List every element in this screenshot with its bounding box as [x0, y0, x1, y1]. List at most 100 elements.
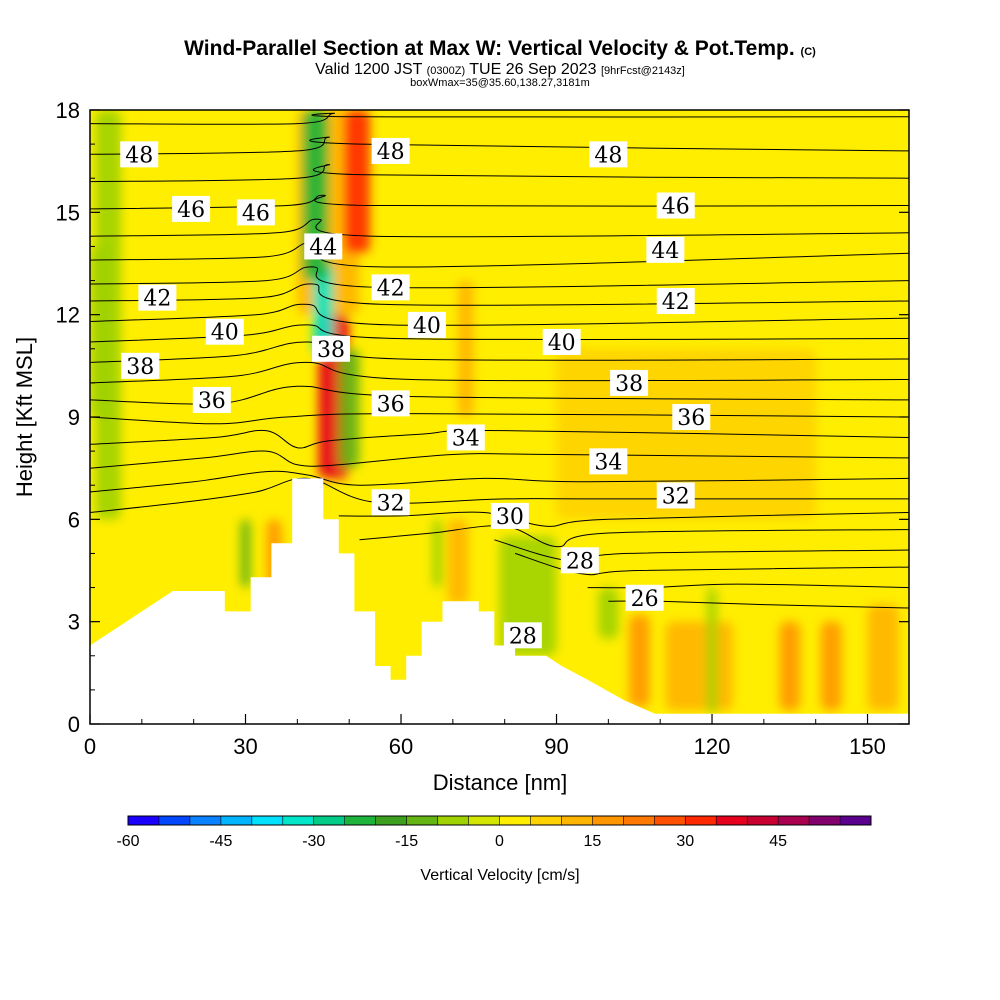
contour-label: 46 [662, 195, 690, 220]
contour-label: 32 [377, 491, 405, 516]
colorbar-swatch [313, 816, 346, 825]
contour-label: 48 [594, 143, 622, 168]
contour-label-bg [656, 288, 695, 315]
colorbar-swatch [220, 816, 253, 825]
box-wmax-info: boxWmax=35@35.60,138.27,3181m [410, 77, 590, 89]
contour-label-bg [304, 233, 343, 260]
velocity-cell [820, 621, 842, 711]
contour-label-bg [672, 404, 711, 430]
colorbar-swatch [437, 816, 470, 825]
y-tick-label: 3 [68, 610, 80, 635]
contour-label: 48 [125, 143, 153, 168]
isentrope-35 [90, 429, 909, 449]
chart-title: Wind-Parallel Section at Max W: Vertical… [184, 37, 816, 60]
isentrope-29 [494, 539, 909, 562]
forecast-info: [9hrFcst@2143z] [600, 65, 685, 77]
contour-label: 46 [177, 198, 205, 223]
colorbar-swatch [654, 816, 686, 825]
contour-label: 36 [377, 392, 405, 417]
x-axis-label: Distance [nm] [433, 770, 568, 795]
colorbar-swatch [251, 816, 284, 825]
contour-label-bg [560, 547, 599, 574]
colorbar-swatch [406, 816, 439, 825]
colorbar-tick-label: -45 [209, 833, 232, 850]
contour-label: 34 [452, 426, 480, 451]
velocity-cell [240, 519, 251, 588]
contour-label-bg [407, 311, 446, 338]
contour-label: 42 [377, 276, 405, 301]
contour-label-bg [236, 199, 275, 226]
contour-label-bg [371, 390, 410, 417]
isentrope-48 [90, 136, 909, 155]
colorbar-tick-label: 45 [769, 833, 787, 850]
contour-label-bg [610, 369, 649, 396]
colorbar-swatch [716, 816, 748, 825]
colorbar-swatch [809, 816, 841, 825]
copyright-mark: (C) [800, 46, 816, 58]
contour-label-bg [656, 482, 695, 509]
contour-label-bg [371, 274, 410, 301]
isentrope-47 [90, 164, 909, 183]
y-tick-label: 12 [56, 303, 80, 328]
colorbar-swatch [468, 816, 500, 825]
contour-label: 28 [509, 624, 537, 649]
isentrope-38 [90, 361, 909, 384]
colorbar-tick-label: -30 [302, 833, 325, 850]
contour-label-bg [503, 622, 542, 649]
terrain [90, 478, 909, 724]
x-tick-label: 120 [694, 734, 731, 759]
colorbar-swatch [282, 816, 315, 825]
x-tick-label: 60 [389, 734, 413, 759]
isentrope-41 [90, 303, 909, 326]
isentrope-45 [90, 218, 909, 238]
x-tick-label: 0 [84, 734, 96, 759]
contour-label-bg [205, 318, 244, 345]
velocity-cell [665, 621, 733, 711]
contour-label: 30 [496, 505, 524, 530]
colorbar-swatch [128, 816, 160, 825]
colorbar-swatch [344, 816, 377, 825]
contour-label-bg [589, 448, 628, 475]
isentrope-34 [90, 450, 909, 469]
colorbar-swatch [623, 816, 655, 825]
velocity-cell [338, 348, 360, 469]
velocity-cell [629, 614, 650, 707]
contour-label: 38 [317, 338, 345, 363]
contour-label: 36 [198, 389, 226, 414]
velocity-cell [447, 519, 469, 605]
contour-label-bg [371, 137, 410, 164]
colorbar-tick-label: 15 [583, 833, 601, 850]
contour-label-bg [589, 141, 628, 168]
contour-label: 48 [377, 140, 405, 165]
contour-label-bg [172, 195, 211, 222]
velocity-cell [343, 110, 370, 254]
velocity-cell [458, 280, 474, 417]
colorbar-swatch [499, 816, 531, 825]
valid-time-line: Valid 1200 JST (0300Z) TUE 26 Sep 2023 [… [0, 61, 1000, 79]
contour-label: 34 [594, 450, 622, 475]
y-tick-label: 6 [68, 507, 80, 532]
valid-date: TUE 26 Sep 2023 [469, 61, 597, 78]
x-tick-label: 90 [544, 734, 568, 759]
contour-label-bg [446, 424, 485, 451]
colorbar-title: Vertical Velocity [cm/s] [420, 867, 579, 884]
colorbar-tick-label: 30 [676, 833, 694, 850]
y-axis-label: Height [Kft MSL] [12, 337, 37, 497]
contour-label-bg [371, 489, 410, 516]
contour-label-bg [490, 502, 529, 529]
contour-label-bg [138, 284, 177, 311]
isentrope-27 [587, 583, 909, 589]
colorbar-swatch [158, 816, 191, 825]
contour-label: 44 [309, 235, 337, 260]
y-tick-label: 18 [56, 98, 80, 123]
isentrope-28 [514, 552, 909, 576]
colorbar: -60 -45 -30 -15 0 15 30 45 [116, 815, 872, 850]
colorbar-tick-label: -60 [116, 833, 139, 850]
contour-label-bg [656, 192, 695, 219]
colorbar-tick-label: -15 [395, 833, 418, 850]
contour-label-bg [120, 141, 159, 168]
colorbar-swatch [561, 816, 593, 825]
isentrope-43 [90, 266, 909, 289]
colorbar-tick-label: 0 [495, 833, 504, 850]
